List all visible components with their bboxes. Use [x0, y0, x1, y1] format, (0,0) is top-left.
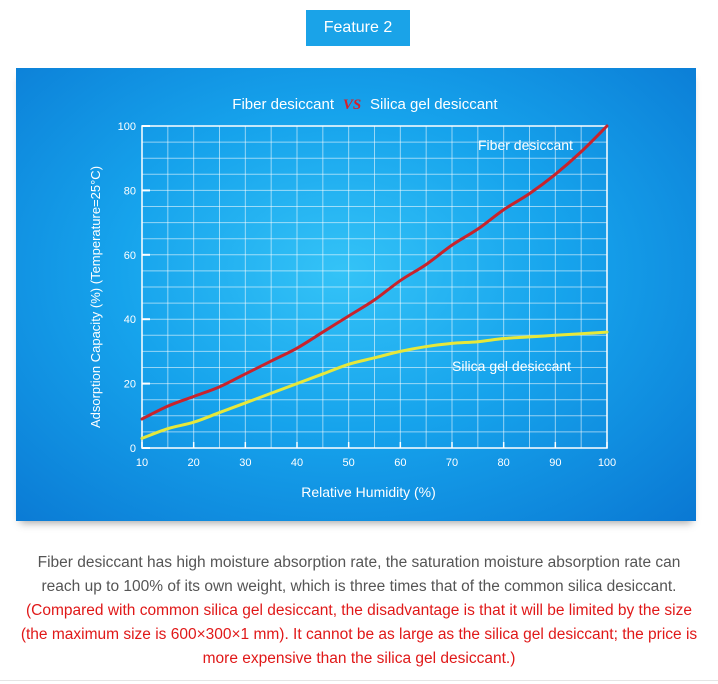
description-text: Fiber desiccant has high moisture absorp…: [37, 554, 681, 595]
chart-title-left: Fiber desiccant: [232, 96, 335, 113]
y-tick-label: 20: [124, 379, 136, 391]
plot-frame: [141, 125, 608, 449]
x-tick-label: 60: [394, 457, 406, 469]
series-label-silica-gel-desiccant: Silica gel desiccant: [452, 358, 571, 374]
x-tick-label: 50: [343, 457, 355, 469]
chart-title-right: Silica gel desiccant: [370, 96, 498, 113]
x-tick-label: 90: [549, 457, 561, 469]
x-tick-label: 80: [498, 457, 510, 469]
description-disadvantage-text: (Compared with common silica gel desicca…: [20, 602, 698, 667]
x-tick-label: 70: [446, 457, 458, 469]
series-line-fiber-desiccant: [140, 124, 609, 421]
y-axis-label: Adsorption Capacity (%) (Temperature=25°…: [88, 166, 103, 428]
x-tick-label: 30: [239, 457, 251, 469]
series-line-silica-gel-desiccant: [140, 330, 609, 440]
x-tick-label: 10: [136, 457, 148, 469]
feature-badge: Feature 2: [306, 10, 410, 46]
bottom-divider: [0, 680, 718, 681]
y-tick-label: 80: [124, 185, 136, 197]
chart-title-vs: VS: [343, 97, 361, 113]
y-tick-label: 60: [124, 250, 136, 262]
x-axis-label: Relative Humidity (%): [301, 484, 436, 500]
x-tick-label: 100: [598, 457, 616, 469]
chart-panel: 0 20 40 60 80 100 10 20 30 40 50 60 70 80 90 100 Fiber d…: [16, 68, 696, 521]
y-tick-label: 40: [124, 314, 136, 326]
x-tick-label: 40: [291, 457, 303, 469]
line-chart: 0 20 40 60 80 100 10 20 30 40 50 60 70 80 90 100 Fiber d…: [88, 96, 616, 500]
y-tick-label: 0: [130, 443, 136, 455]
feature-description: Fiber desiccant has high moisture absorp…: [20, 551, 698, 671]
x-tick-label: 20: [188, 457, 200, 469]
series-label-fiber-desiccant: Fiber desiccant: [478, 137, 573, 153]
y-tick-label: 100: [118, 121, 136, 133]
